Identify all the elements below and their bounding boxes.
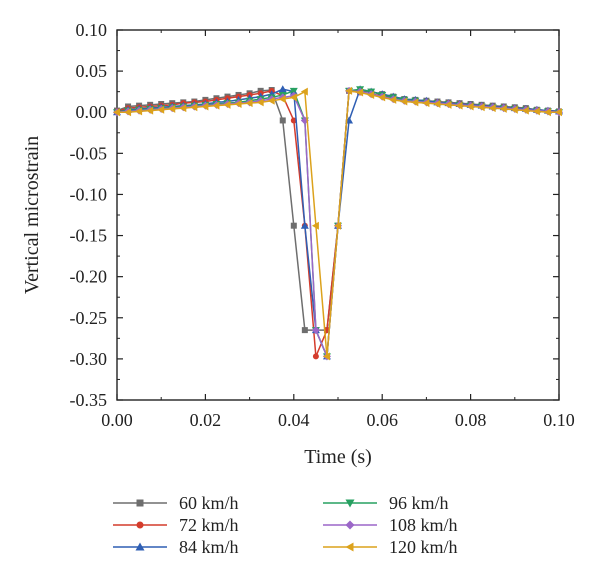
data-point-marker bbox=[322, 352, 330, 361]
y-tick-label: 0.05 bbox=[76, 61, 108, 81]
legend-label: 72 km/h bbox=[179, 515, 239, 535]
data-point-marker bbox=[245, 99, 253, 108]
y-tick-label: 0.10 bbox=[76, 20, 108, 40]
data-point-marker bbox=[400, 97, 408, 106]
data-point-marker bbox=[267, 96, 275, 105]
y-tick-label: -0.25 bbox=[70, 308, 108, 328]
y-tick-label: -0.35 bbox=[70, 390, 108, 410]
x-tick-label: 0.06 bbox=[366, 410, 398, 430]
data-point-marker bbox=[334, 221, 341, 230]
y-tick-label: -0.10 bbox=[70, 184, 108, 204]
data-point-marker bbox=[555, 108, 562, 117]
legend-item: 84 km/h bbox=[113, 537, 239, 557]
data-point-marker bbox=[444, 100, 452, 109]
legend-label: 60 km/h bbox=[179, 493, 239, 513]
x-axis: 0.00 0.02 0.04 0.06 0.08 0.10 bbox=[101, 30, 575, 430]
legend-item: 72 km/h bbox=[113, 515, 239, 535]
legend-item: 60 km/h bbox=[113, 493, 239, 513]
data-point-marker bbox=[466, 102, 474, 111]
data-point-marker bbox=[411, 98, 419, 107]
data-point-marker bbox=[521, 106, 529, 115]
data-point-marker bbox=[356, 88, 364, 97]
x-tick-label: 0.04 bbox=[278, 410, 310, 430]
data-point-marker bbox=[290, 222, 297, 229]
data-point-marker bbox=[190, 103, 198, 112]
legend-item: 96 km/h bbox=[323, 493, 449, 513]
legend-label: 120 km/h bbox=[389, 537, 458, 557]
data-point-marker bbox=[301, 327, 308, 334]
data-point-marker bbox=[455, 101, 463, 110]
data-point-marker bbox=[168, 104, 176, 113]
series-group bbox=[113, 86, 562, 361]
data-point-marker bbox=[234, 100, 242, 108]
data-point-marker bbox=[345, 520, 355, 530]
data-point-marker bbox=[488, 104, 496, 113]
data-point-marker bbox=[113, 108, 120, 117]
data-point-marker bbox=[345, 542, 354, 552]
data-point-marker bbox=[136, 499, 144, 507]
data-point-marker bbox=[201, 102, 209, 111]
data-point-marker bbox=[300, 87, 308, 96]
data-point-marker bbox=[433, 100, 441, 108]
data-point-marker bbox=[136, 521, 144, 529]
data-point-marker bbox=[543, 108, 551, 117]
data-point-marker bbox=[389, 95, 397, 104]
data-point-marker bbox=[179, 104, 187, 113]
data-point-marker bbox=[135, 107, 143, 116]
data-point-marker bbox=[124, 108, 132, 117]
y-tick-label: -0.30 bbox=[70, 349, 108, 369]
y-axis-title: Vertical microstrain bbox=[21, 136, 43, 294]
y-tick-label: -0.05 bbox=[70, 143, 108, 163]
data-point-marker bbox=[311, 221, 319, 230]
data-point-marker bbox=[157, 105, 165, 114]
data-point-marker bbox=[477, 103, 485, 112]
data-point-marker bbox=[256, 98, 264, 107]
series-layer bbox=[113, 85, 563, 361]
legend-item: 108 km/h bbox=[323, 515, 458, 535]
y-axis: 0.10 0.05 0.00 -0.05 -0.10 -0.15 -0.20 -0.25 -0.… bbox=[70, 20, 559, 410]
y-tick-label: -0.15 bbox=[70, 226, 108, 246]
data-point-marker bbox=[532, 107, 540, 116]
legend-label: 108 km/h bbox=[389, 515, 458, 535]
data-point-marker bbox=[345, 499, 355, 508]
data-point-marker bbox=[300, 221, 309, 229]
legend-item: 120 km/h bbox=[323, 537, 458, 557]
data-point-marker bbox=[146, 106, 154, 115]
data-point-marker bbox=[289, 93, 297, 102]
plot-area-frame bbox=[116, 29, 560, 401]
data-point-marker bbox=[499, 104, 507, 113]
y-tick-label: -0.20 bbox=[70, 267, 108, 287]
data-point-marker bbox=[289, 87, 298, 95]
x-tick-label: 0.02 bbox=[190, 410, 222, 430]
data-point-marker bbox=[278, 85, 287, 93]
series-group bbox=[114, 87, 562, 334]
x-tick-label: 0.08 bbox=[455, 410, 487, 430]
legend-label: 84 km/h bbox=[179, 537, 239, 557]
data-point-marker bbox=[510, 105, 518, 114]
data-point-marker bbox=[278, 95, 286, 104]
x-tick-label: 0.00 bbox=[101, 410, 133, 430]
x-axis-title: Time (s) bbox=[304, 446, 372, 468]
data-point-marker bbox=[212, 101, 220, 110]
data-point-marker bbox=[135, 542, 145, 551]
data-point-marker bbox=[279, 117, 286, 124]
y-tick-label: 0.00 bbox=[76, 102, 108, 122]
data-point-marker bbox=[345, 86, 353, 95]
data-point-marker bbox=[422, 99, 430, 108]
x-tick-label: 0.10 bbox=[543, 410, 575, 430]
legend-label: 96 km/h bbox=[389, 493, 449, 513]
series-line bbox=[116, 89, 560, 331]
data-point-marker bbox=[312, 353, 319, 360]
data-point-marker bbox=[311, 326, 320, 335]
data-point-marker bbox=[223, 100, 231, 109]
data-point-marker bbox=[378, 93, 386, 102]
data-point-marker bbox=[367, 90, 375, 99]
